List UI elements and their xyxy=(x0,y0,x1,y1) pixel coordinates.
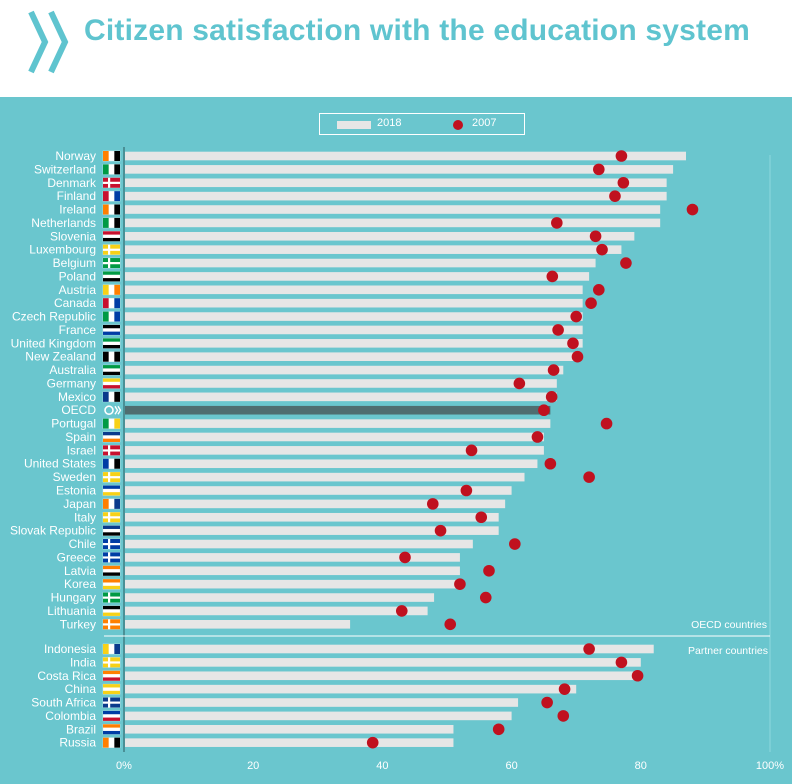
plot-area xyxy=(0,97,792,784)
header: Citizen satisfaction with the education … xyxy=(0,0,792,97)
page-title: Citizen satisfaction with the education … xyxy=(84,14,750,47)
legend-label-2018: 2018 xyxy=(377,117,402,129)
legend-dot-2007 xyxy=(453,120,463,130)
legend-swatch-2018 xyxy=(337,121,371,129)
chart-legend: 2018 2007 xyxy=(319,113,525,135)
oecd-chevron-logo xyxy=(28,10,69,74)
legend-label-2007: 2007 xyxy=(472,117,497,129)
